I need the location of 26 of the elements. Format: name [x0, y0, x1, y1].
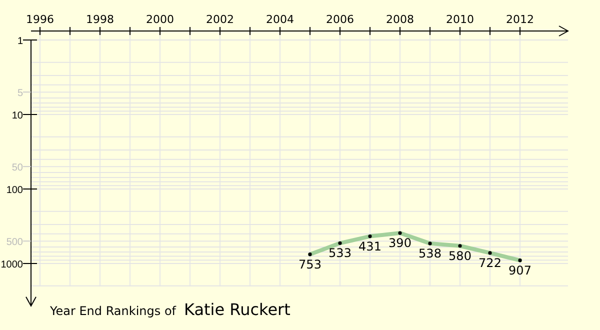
x-tick-label: 2008: [386, 13, 414, 26]
text: Katie Ruckert: [184, 300, 290, 319]
x-tick-label: 2002: [206, 13, 234, 26]
x-tick-label: 2000: [146, 13, 174, 26]
text: Year End Rankings of: [50, 304, 176, 318]
y-tick-label: 10: [12, 110, 24, 122]
data-label: 907: [508, 263, 532, 278]
data-label: 538: [418, 246, 442, 260]
data-label: 722: [478, 256, 502, 270]
x-tick-label: 1998: [86, 13, 114, 26]
x-tick-label: 2012: [506, 13, 534, 26]
y-tick-label: 100: [6, 185, 24, 196]
data-label: 580: [448, 248, 472, 263]
y-tick-label: 1: [17, 36, 24, 47]
data-label: 533: [328, 246, 352, 260]
x-tick-label: 2004: [266, 13, 294, 26]
y-tick-label: 5: [17, 88, 24, 100]
data-label: 753: [298, 257, 322, 272]
x-tick-label: 2010: [446, 13, 474, 26]
data-label: 431: [358, 239, 382, 254]
y-tick-label: 500: [6, 237, 24, 248]
y-tick-label: 1000: [0, 260, 24, 270]
x-tick-label: 1996: [26, 13, 54, 26]
data-label: 390: [388, 236, 412, 250]
y-tick-label: 50: [12, 162, 24, 174]
x-tick-label: 2006: [326, 13, 354, 26]
